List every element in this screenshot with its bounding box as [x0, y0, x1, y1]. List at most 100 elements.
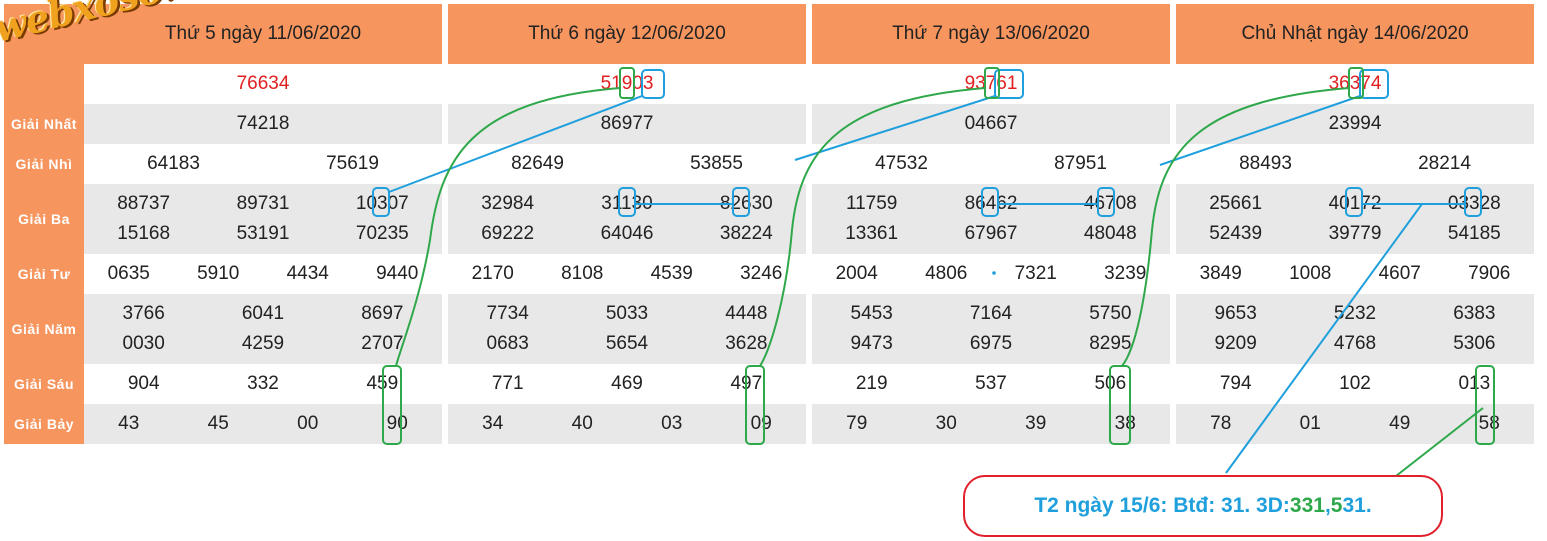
prize-numbers: 47532 87951	[812, 153, 1170, 175]
prize-number: 39779	[1328, 223, 1382, 244]
prize-number: 7164	[969, 303, 1013, 324]
prize-label: Giải Sáu	[4, 364, 84, 404]
green-box	[1109, 365, 1131, 445]
prize-numbers: 43 45 00 90	[84, 413, 442, 435]
column-gap	[442, 404, 448, 444]
prize-number: 79	[846, 413, 868, 434]
prize-number: 7321	[1014, 263, 1057, 284]
prize-number: 3766	[122, 303, 165, 324]
prize-number: 5910	[197, 263, 240, 284]
green-box	[619, 67, 635, 99]
prize-number: 4448	[725, 303, 768, 324]
prize-number: 2707	[361, 333, 404, 354]
blue-box	[994, 69, 1024, 99]
prize-number: 53191	[236, 223, 290, 244]
prize-number: 75619	[326, 153, 379, 174]
column-gap	[806, 254, 812, 294]
column-gap	[1170, 254, 1176, 294]
green-box	[745, 365, 765, 445]
prize-number: 5654	[605, 333, 649, 354]
callout-suffix: .	[1365, 494, 1372, 517]
prize-label: Giải Nhì	[4, 144, 84, 184]
prize-number: 904	[127, 373, 160, 394]
row-db: 76634 51903 93761 36374	[4, 64, 1534, 104]
prize-number: 5750	[1089, 303, 1132, 324]
prize-number: 794	[1219, 373, 1252, 394]
prize-cell: 3766 6041 8697 0030 4259 2707	[84, 294, 442, 364]
prize-number: 74218	[84, 104, 442, 144]
column-gap	[1170, 4, 1176, 64]
column-gap	[442, 64, 448, 104]
prize-number: 40	[571, 413, 593, 434]
prize-number: 3239	[1104, 263, 1147, 284]
prize-cell: 2004 4806 7321 3239	[812, 254, 1170, 294]
prize-label: Giải Năm	[4, 294, 84, 364]
column-gap	[806, 404, 812, 444]
prize-number: 771	[491, 373, 524, 394]
column-gap	[806, 184, 812, 254]
column-gap	[1170, 144, 1176, 184]
column-gap	[1170, 64, 1176, 104]
blue-box	[1345, 187, 1363, 217]
prize-numbers: 219 537 506	[812, 373, 1170, 395]
prize-numbers: 11759 86462 46708 13361 67967 48048	[812, 193, 1170, 245]
prize-number: 3628	[725, 333, 768, 354]
prize-number: 5453	[850, 303, 893, 324]
prize-number: 4607	[1378, 263, 1421, 284]
prize-number: 03328	[1447, 193, 1501, 214]
green-link	[1395, 407, 1484, 477]
prize-cell: 78 01 49 58	[1176, 404, 1534, 444]
blue-link	[388, 95, 643, 193]
prize-number: 69222	[481, 223, 535, 244]
blue-link	[794, 95, 996, 161]
prize-numbers: 2004 4806 7321 3239	[812, 263, 1170, 285]
blue-box	[1097, 187, 1115, 217]
prize-number: 3849	[1199, 263, 1242, 284]
prize-number: 11759	[845, 193, 898, 214]
prize-numbers: 88493 28214	[1176, 153, 1534, 175]
prize-number: 88737	[117, 193, 171, 214]
prize-number: 40172	[1328, 193, 1382, 214]
prize-number: 13361	[845, 223, 899, 244]
prize-cell: 47532 87951	[812, 144, 1170, 184]
row-g2: Giải Nhì 64183 75619 82649 53855 47532 87951 88…	[4, 144, 1534, 184]
prize-number: 0635	[107, 263, 150, 284]
column-gap	[1170, 184, 1176, 254]
column-gap	[806, 64, 812, 104]
row-g3: Giải Ba 88737 89731 10307 15168 53191 70235 329…	[4, 184, 1534, 254]
prize-number: 537	[975, 373, 1007, 394]
column-gap	[442, 144, 448, 184]
prize-numbers: 88737 89731 10307 15168 53191 70235	[84, 193, 442, 245]
green-box	[382, 365, 402, 445]
prize-number: 90	[386, 413, 408, 434]
column-gap	[806, 364, 812, 404]
prize-number: 5232	[1333, 303, 1377, 324]
prize-number: 4768	[1333, 333, 1377, 354]
prize-numbers: 34 40 03 09	[448, 413, 806, 435]
row-g5: Giải Năm 3766 6041 8697 0030 4259 2707 7734 5033…	[4, 294, 1534, 364]
column-gap	[442, 4, 448, 64]
prize-number: 31130	[601, 193, 653, 214]
prize-number: 38224	[719, 223, 773, 244]
prize-number: 013	[1458, 373, 1491, 394]
prize-number: 53855	[690, 153, 743, 174]
prize-number: 04667	[812, 104, 1170, 144]
prize-number: 6975	[969, 333, 1013, 354]
prize-numbers: 794 102 013	[1176, 373, 1534, 395]
callout-num-2-green: 5	[1330, 494, 1343, 517]
prize-cell: 7734 5033 4448 0683 5654 3628	[448, 294, 806, 364]
prize-number: 9209	[1214, 333, 1257, 354]
prize-numbers: 7734 5033 4448 0683 5654 3628	[448, 303, 806, 355]
prize-number: 8697	[361, 303, 404, 324]
prize-number: 6041	[241, 303, 285, 324]
green-box	[1475, 365, 1495, 445]
prize-number: 86462	[964, 193, 1018, 214]
blue-link	[1159, 95, 1361, 166]
prize-number: 4806	[925, 263, 968, 284]
prize-number: 0683	[486, 333, 529, 354]
prize-number: 4259	[241, 333, 285, 354]
blue-box	[372, 187, 390, 217]
prize-cell: 88737 89731 10307 15168 53191 70235	[84, 184, 442, 254]
prize-label: Giải Nhất	[4, 104, 84, 144]
